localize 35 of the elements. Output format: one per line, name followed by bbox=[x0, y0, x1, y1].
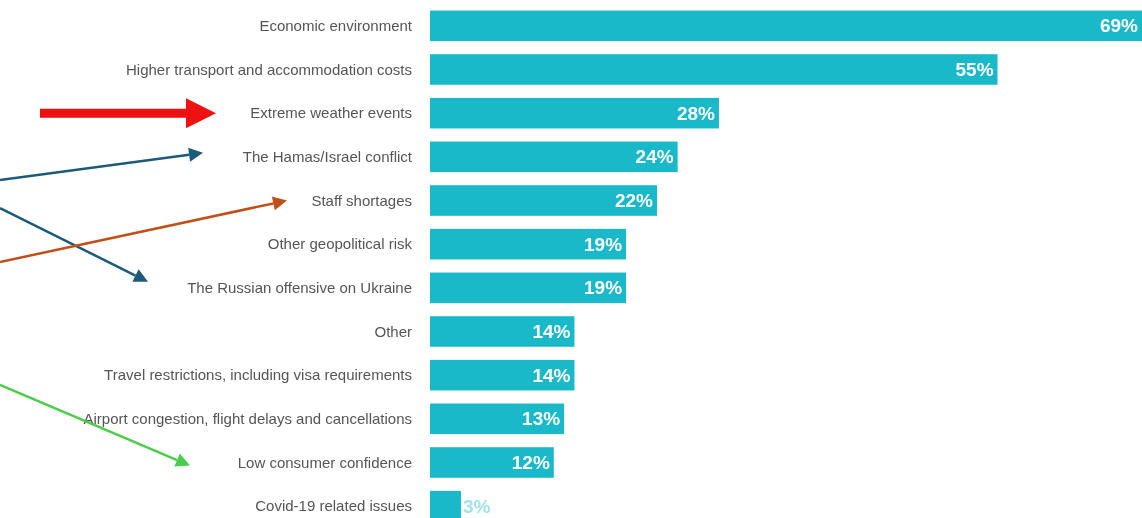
y-tick-label: Airport congestion, flight delays and cancellations bbox=[83, 410, 412, 428]
y-tick-label: Higher transport and accommodation costs bbox=[126, 60, 412, 78]
data-label: 3% bbox=[462, 495, 491, 517]
y-tick-label: Travel restrictions, including visa requirements bbox=[104, 366, 412, 384]
y-tick-label: Covid-19 related issues bbox=[255, 497, 412, 515]
bar bbox=[430, 97, 719, 129]
bar bbox=[430, 403, 565, 435]
data-label: 55% bbox=[955, 59, 994, 81]
data-label: 19% bbox=[584, 277, 623, 299]
bar bbox=[430, 141, 678, 173]
data-label: 28% bbox=[676, 102, 716, 124]
y-tick-label: Other bbox=[374, 322, 412, 340]
data-label: 22% bbox=[614, 190, 654, 212]
y-tick-label: The Hamas/Israel conflict bbox=[242, 148, 413, 166]
data-label: 24% bbox=[635, 146, 674, 168]
bar bbox=[430, 228, 627, 260]
bar bbox=[430, 272, 627, 304]
bar bbox=[430, 185, 658, 216]
bar bbox=[430, 10, 1142, 42]
y-tick-label: Economic environment bbox=[259, 17, 413, 35]
data-label: 12% bbox=[511, 452, 550, 474]
y-tick-label: Low consumer confidence bbox=[237, 453, 412, 471]
bar bbox=[430, 447, 554, 478]
bar bbox=[430, 54, 998, 85]
data-label: 13% bbox=[522, 408, 561, 430]
y-tick-label: Staff shortages bbox=[311, 191, 412, 209]
y-tick-label: Extreme weather events bbox=[250, 104, 412, 122]
y-tick-label: Other geopolitical risk bbox=[267, 235, 413, 253]
data-label: 14% bbox=[532, 364, 571, 386]
bar bbox=[430, 316, 575, 347]
y-tick-label: The Russian offensive on Ukraine bbox=[187, 279, 412, 297]
bar bbox=[430, 359, 575, 391]
data-label: 19% bbox=[584, 233, 623, 255]
data-label: 14% bbox=[532, 321, 571, 343]
data-label: 69% bbox=[1099, 15, 1139, 37]
